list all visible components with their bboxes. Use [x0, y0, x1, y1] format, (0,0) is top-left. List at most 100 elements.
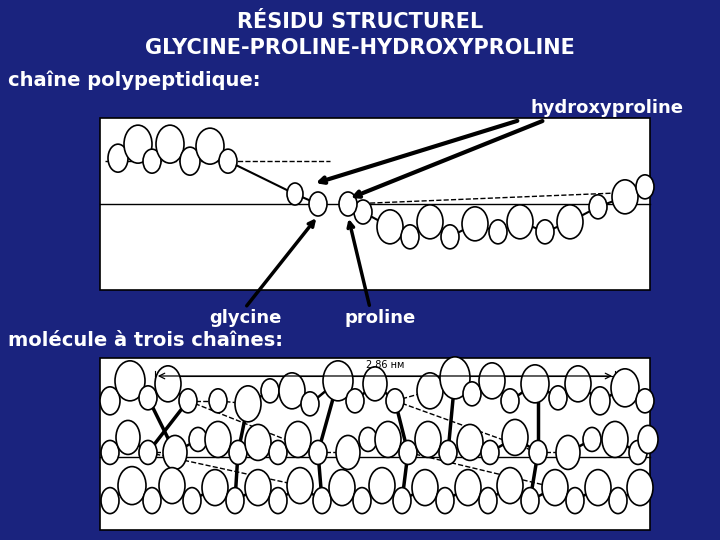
Ellipse shape [163, 435, 187, 469]
Text: proline: proline [344, 309, 415, 327]
Ellipse shape [501, 389, 519, 413]
Ellipse shape [101, 488, 119, 514]
Text: glycine: glycine [209, 309, 282, 327]
Ellipse shape [481, 441, 499, 464]
Ellipse shape [279, 373, 305, 409]
Ellipse shape [463, 382, 481, 406]
Ellipse shape [245, 424, 271, 461]
Ellipse shape [565, 366, 591, 402]
Ellipse shape [612, 180, 638, 214]
Ellipse shape [219, 149, 237, 173]
Ellipse shape [285, 421, 311, 457]
Ellipse shape [417, 373, 443, 409]
Ellipse shape [329, 470, 355, 505]
Ellipse shape [386, 389, 404, 413]
Ellipse shape [542, 470, 568, 505]
Ellipse shape [629, 441, 647, 464]
Text: chaîne polypeptidique:: chaîne polypeptidique: [8, 70, 261, 90]
Ellipse shape [556, 435, 580, 469]
Ellipse shape [346, 389, 364, 413]
Ellipse shape [441, 225, 459, 249]
Ellipse shape [440, 357, 470, 399]
Ellipse shape [196, 128, 224, 164]
Ellipse shape [529, 441, 547, 464]
Ellipse shape [585, 470, 611, 505]
Ellipse shape [309, 192, 327, 216]
Ellipse shape [363, 367, 387, 401]
Ellipse shape [557, 205, 583, 239]
Ellipse shape [269, 441, 287, 464]
Ellipse shape [323, 361, 353, 401]
Ellipse shape [139, 386, 157, 410]
Ellipse shape [309, 441, 327, 464]
Ellipse shape [159, 468, 185, 504]
Ellipse shape [521, 488, 539, 514]
Ellipse shape [229, 441, 247, 464]
Ellipse shape [209, 389, 227, 413]
Ellipse shape [455, 470, 481, 505]
Ellipse shape [336, 435, 360, 469]
Ellipse shape [457, 424, 483, 461]
Ellipse shape [412, 470, 438, 505]
Text: hydroxyproline: hydroxyproline [530, 99, 683, 117]
Text: 2.86 нм: 2.86 нм [366, 360, 404, 370]
Ellipse shape [636, 175, 654, 199]
Ellipse shape [269, 488, 287, 514]
Ellipse shape [611, 369, 639, 407]
Text: GLYCINE-PROLINE-HYDROXYPROLINE: GLYCINE-PROLINE-HYDROXYPROLINE [145, 38, 575, 58]
Ellipse shape [354, 200, 372, 224]
Ellipse shape [179, 389, 197, 413]
Ellipse shape [287, 183, 303, 205]
Ellipse shape [183, 488, 201, 514]
Ellipse shape [245, 470, 271, 505]
Ellipse shape [100, 387, 120, 415]
Text: molécule à trois chaînes:: molécule à trois chaînes: [8, 330, 283, 349]
Ellipse shape [377, 210, 403, 244]
Ellipse shape [521, 365, 549, 403]
Ellipse shape [502, 420, 528, 455]
Ellipse shape [339, 192, 357, 216]
Ellipse shape [536, 220, 554, 244]
Ellipse shape [235, 386, 261, 422]
Ellipse shape [489, 220, 507, 244]
Bar [100, 358, 650, 530]
Ellipse shape [417, 205, 443, 239]
Ellipse shape [497, 468, 523, 504]
Ellipse shape [369, 468, 395, 504]
Ellipse shape [301, 392, 319, 416]
Ellipse shape [399, 441, 417, 464]
Ellipse shape [118, 467, 146, 504]
Ellipse shape [226, 488, 244, 514]
Ellipse shape [479, 363, 505, 399]
Ellipse shape [627, 470, 653, 505]
Ellipse shape [415, 421, 441, 457]
Ellipse shape [108, 144, 128, 172]
Ellipse shape [583, 428, 601, 451]
Ellipse shape [143, 149, 161, 173]
Ellipse shape [439, 441, 457, 464]
Ellipse shape [313, 488, 331, 514]
Ellipse shape [602, 421, 628, 457]
Ellipse shape [205, 421, 231, 457]
Ellipse shape [101, 441, 119, 464]
Ellipse shape [261, 379, 279, 403]
Ellipse shape [638, 426, 658, 454]
Ellipse shape [155, 366, 181, 402]
Text: RÉSIDU STRUCTUREL: RÉSIDU STRUCTUREL [237, 12, 483, 32]
Ellipse shape [436, 488, 454, 514]
Ellipse shape [589, 195, 607, 219]
Ellipse shape [143, 488, 161, 514]
Ellipse shape [393, 488, 411, 514]
Ellipse shape [549, 386, 567, 410]
Ellipse shape [116, 421, 140, 455]
Ellipse shape [139, 441, 157, 464]
Ellipse shape [353, 488, 371, 514]
Ellipse shape [189, 428, 207, 451]
Ellipse shape [180, 147, 200, 175]
Ellipse shape [590, 387, 610, 415]
Ellipse shape [115, 361, 145, 401]
Ellipse shape [156, 125, 184, 163]
Ellipse shape [359, 428, 377, 451]
Ellipse shape [636, 389, 654, 413]
Ellipse shape [566, 488, 584, 514]
